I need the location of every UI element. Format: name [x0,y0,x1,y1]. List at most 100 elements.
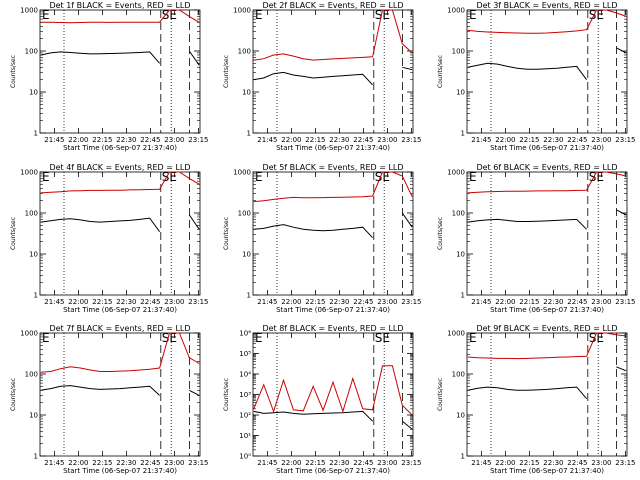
marker-e: E [469,331,477,345]
marker-e: E [469,8,477,22]
x-tick-label: 23:00 [164,298,184,306]
marker-e: E [42,331,50,345]
series-line-1 [40,332,200,373]
x-tick-label: 23:00 [591,459,611,467]
y-tick-label: 100 [238,48,251,56]
x-tick-label: 23:15 [401,459,421,467]
series-line-1 [40,171,200,194]
y-tick-label: 100 [25,371,38,379]
x-axis-label: Start Time (06-Sep-07 21:37:40) [490,306,604,314]
y-tick-label: 100 [452,371,465,379]
plot-frame [466,9,628,134]
series-line-1 [40,9,200,24]
series-line-1 [467,171,627,194]
panel-title: Det 4f BLACK = Events, RED = LLD [49,163,190,172]
x-tick-label: 22:15 [92,459,112,467]
series-line-1 [253,9,413,61]
y-tick-label: 1 [461,130,465,138]
series-line-2 [467,366,627,400]
panel-title: Det 9f BLACK = Events, RED = LLD [476,324,617,333]
x-tick-label: 22:30 [543,298,563,306]
y-tick-label: 100 [25,210,38,218]
x-tick-label: 22:30 [543,136,563,144]
x-tick-label: 23:15 [401,298,421,306]
x-tick-label: 23:00 [377,136,397,144]
series-line-2 [467,47,627,80]
y-tick-label: 10³ [239,391,251,399]
y-tick-label: 10⁰ [239,453,251,461]
x-tick-label: 22:45 [353,136,373,144]
x-tick-label: 22:30 [543,459,563,467]
panel-title: Det 1f BLACK = Events, RED = LLD [49,1,190,10]
panel-4: Det 4f BLACK = Events, RED = LLD 1 10 100 10… [10,163,208,314]
x-tick-label: 23:15 [401,136,421,144]
x-tick-label: 21:45 [44,298,64,306]
y-tick-label: 10 [29,412,38,420]
y-tick-label: 1000 [447,330,465,338]
x-tick-label: 22:45 [140,298,160,306]
y-tick-label: 10⁴ [239,371,251,379]
x-tick-label: 22:15 [519,136,539,144]
panel-5: Det 5f BLACK = Events, RED = LLD 1 10 100 10… [223,163,421,314]
x-tick-label: 22:45 [567,459,587,467]
panel-7: Det 7f BLACK = Events, RED = LLD 1 10 100 10… [10,324,208,475]
x-tick-label: 23:00 [377,298,397,306]
x-tick-label: 23:00 [164,459,184,467]
x-tick-label: 22:15 [305,136,325,144]
x-tick-label: 21:45 [44,136,64,144]
x-tick-label: 22:00 [495,459,515,467]
series-line-2 [253,212,413,239]
x-tick-label: 22:00 [68,298,88,306]
series-line-1 [467,332,627,360]
series-line-2 [253,410,413,430]
marker-se: SE [162,8,177,22]
x-tick-label: 23:15 [188,459,208,467]
y-tick-label: 1 [34,292,38,300]
x-tick-label: 22:30 [116,136,136,144]
x-tick-label: 21:45 [257,459,277,467]
y-axis-label: Counts/sec [223,217,230,250]
panel-title: Det 8f BLACK = Events, RED = LLD [262,324,403,333]
x-axis-label: Start Time (06-Sep-07 21:37:40) [276,306,390,314]
marker-e: E [255,331,263,345]
y-axis-label: Counts/sec [437,378,444,411]
series-line-1 [253,171,413,203]
x-axis-label: Start Time (06-Sep-07 21:37:40) [490,144,604,152]
series-line-2 [40,214,200,232]
x-tick-label: 22:45 [567,298,587,306]
marker-se: SE [589,170,604,184]
marker-e: E [255,170,263,184]
panel-2: Det 2f BLACK = Events, RED = LLD 1 10 100 10… [223,1,421,152]
plot-frame [39,171,201,296]
x-tick-label: 22:00 [281,298,301,306]
y-axis-label: Counts/sec [10,217,17,250]
panel-title: Det 2f BLACK = Events, RED = LLD [262,1,403,10]
x-tick-label: 21:45 [471,459,491,467]
y-tick-label: 1000 [447,7,465,15]
panel-title: Det 3f BLACK = Events, RED = LLD [476,1,617,10]
y-tick-label: 1000 [20,330,38,338]
x-tick-label: 22:00 [495,298,515,306]
x-tick-label: 22:45 [353,298,373,306]
marker-e: E [469,170,477,184]
panel-8: Det 8f BLACK = Events, RED = LLD 10⁰ 10¹ 10… [223,324,421,475]
y-axis-label: Counts/sec [223,55,230,88]
panel-title: Det 6f BLACK = Events, RED = LLD [476,163,617,172]
series-line-1 [467,9,627,34]
y-tick-label: 1 [461,292,465,300]
series-line-2 [40,50,200,66]
marker-se: SE [162,331,177,345]
marker-se: SE [162,170,177,184]
x-tick-label: 22:30 [329,136,349,144]
y-tick-label: 1 [247,292,251,300]
panel-9: Det 9f BLACK = Events, RED = LLD 1 10 100 10… [437,324,635,475]
x-tick-label: 22:00 [68,136,88,144]
x-tick-label: 22:15 [305,298,325,306]
y-tick-label: 1000 [447,169,465,177]
x-tick-label: 22:15 [519,298,539,306]
x-tick-label: 22:45 [140,459,160,467]
x-tick-label: 22:30 [116,459,136,467]
y-axis-label: Counts/sec [10,55,17,88]
x-tick-label: 23:15 [188,298,208,306]
plot-frame [252,9,414,134]
